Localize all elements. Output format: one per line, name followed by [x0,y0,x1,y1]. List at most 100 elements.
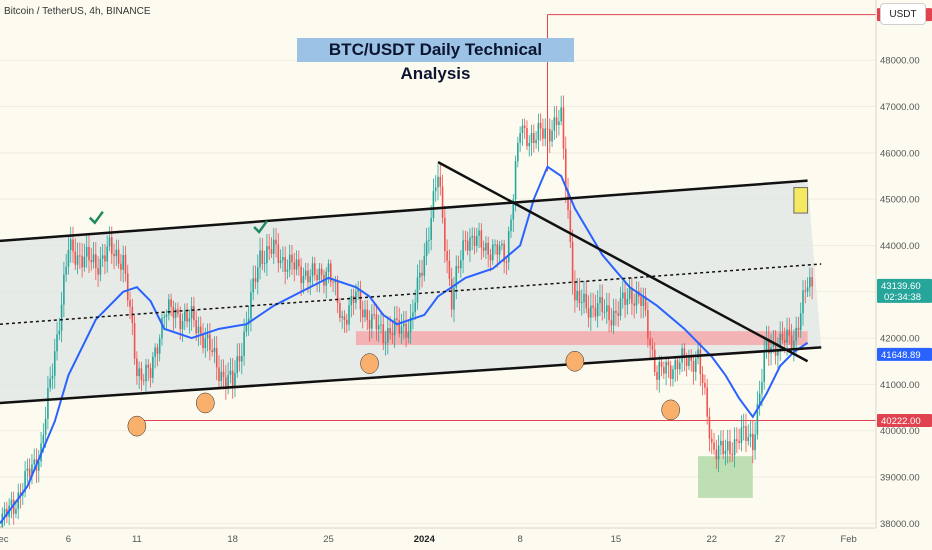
candle-body [156,347,159,354]
candle-body [706,387,708,417]
x-tick-label: 8 [517,534,522,545]
candle-body [795,327,797,341]
candle-body [343,316,346,321]
candle-body [758,393,761,405]
candle-body [594,307,597,317]
candle-body [345,320,348,325]
price-label-box [877,278,932,303]
candle-body [797,327,800,331]
candle-body [266,246,268,264]
candle-body [181,321,184,330]
candle-body [245,324,248,332]
candle-body [391,333,394,336]
candle-body [140,368,143,381]
x-tick-label: 15 [611,534,622,545]
candle-body [375,314,378,330]
candle-body [587,308,590,318]
candle-body [713,442,715,450]
candle-body [284,257,286,272]
candle-body [669,365,672,379]
price-label-text: 43139.60 [881,281,921,292]
candle-body [455,266,458,288]
candle-body [213,347,216,353]
candle-body [24,470,26,493]
candle-body [485,242,487,251]
candle-body [88,246,90,261]
candle-body [544,128,547,139]
candle-body [286,269,289,272]
candle-body [749,433,752,438]
candle-body [259,250,261,268]
candle-body [608,305,610,321]
candle-body [781,333,784,340]
candle-body [393,318,396,336]
candle-body [441,186,444,218]
candle-body [624,292,626,305]
candle-body [804,290,807,292]
candle-body [145,364,147,382]
candle-body [197,326,200,334]
x-tick-label: 6 [66,534,71,545]
x-tick-label: Feb [840,534,856,545]
candle-body [437,176,439,188]
candle-body [699,349,702,375]
y-tick-label: 42000.00 [880,334,920,345]
moving-average-line [0,165,809,524]
candle-body [793,340,795,350]
candle-body [562,107,565,149]
candle-body [60,304,63,331]
channel-upper-line [0,179,808,243]
candle-body [742,426,745,428]
candle-body [307,270,309,283]
candle-body [396,318,398,321]
candle-body [569,210,572,243]
candle-body [740,427,743,443]
candle-body [446,251,448,261]
candle-body [254,278,257,283]
candle-body [619,298,622,316]
candle-body [767,338,770,354]
candle-body [199,326,202,334]
marker-circle [127,415,147,437]
candle-body [809,277,811,288]
channel-mid-line [0,263,822,325]
candle-body [152,356,154,378]
x-tick-label: Dec [0,534,9,545]
candle-body [772,342,775,348]
candle-body [774,342,777,356]
candle-body [580,302,583,304]
candle-body [389,328,391,334]
candle-body [553,117,556,131]
candle-body [799,313,802,331]
candle-body [74,251,77,265]
candle-body [640,296,642,306]
candle-body [407,332,410,338]
candle-body [51,375,54,379]
candle-body [282,257,284,261]
candle-body [241,355,243,362]
candle-body [329,263,332,282]
currency-button[interactable]: USDT [880,3,926,25]
candle-body [478,230,480,236]
candle-body [272,239,275,254]
candle-body [681,348,683,363]
candle-body [653,349,656,373]
candle-body [1,513,4,534]
candle-body [469,237,471,251]
candle-body [466,240,469,251]
candle-body [291,254,293,263]
candle-body [731,454,734,456]
candle-body [37,461,40,471]
candle-body [352,296,355,303]
candle-body [366,309,369,321]
candle-body [777,350,779,356]
candle-body [183,311,186,322]
candle-body [270,249,273,254]
candle-body [170,299,172,307]
symbol-header: Bitcoin / TetherUS, 4h, BINANCE [4,6,151,17]
candle-body [206,334,209,339]
candle-body [190,305,193,319]
candle-body [576,290,578,301]
candle-body [704,382,706,388]
